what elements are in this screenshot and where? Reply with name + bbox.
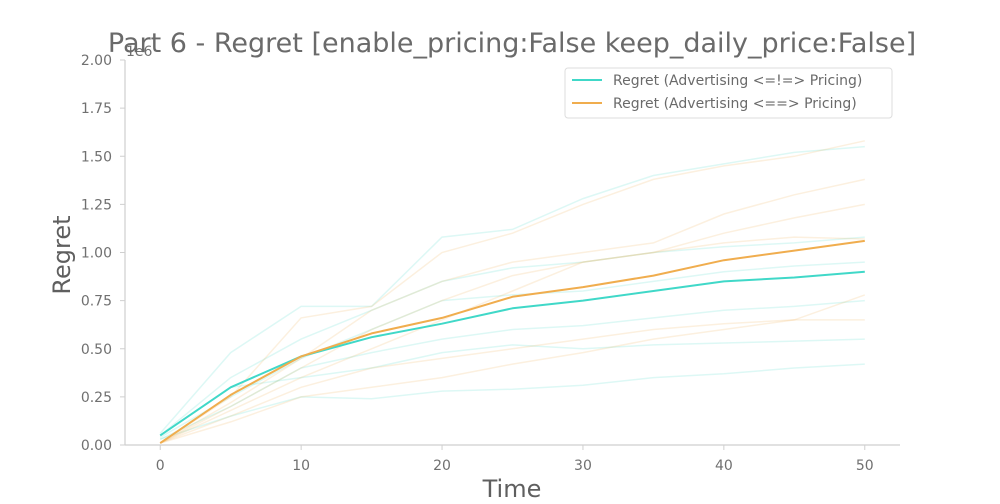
y-tick-label: 1.25	[81, 197, 112, 213]
series-line-1	[159, 239, 865, 444]
x-tick-label: 30	[574, 458, 592, 474]
faint-run-lines	[159, 140, 866, 444]
y-tick-label: 0.75	[81, 294, 112, 310]
x-tick-label: 40	[715, 458, 733, 474]
faint-run-line-3	[159, 299, 865, 440]
x-tick-label: 0	[156, 458, 165, 474]
faint-run-line-6	[159, 140, 865, 444]
x-tick-label: 20	[433, 458, 451, 474]
y-axis-title: Regret	[48, 215, 76, 294]
y-tick-label: 0.50	[81, 342, 112, 358]
y-tick-label: 1.75	[81, 101, 112, 117]
y-tick-label: 1.50	[81, 149, 112, 165]
faint-run-line-5	[159, 338, 865, 437]
faint-run-line-2	[159, 261, 865, 438]
chart-title: Part 6 - Regret [enable_pricing:False ke…	[108, 28, 916, 59]
y-tick-label: 0.25	[81, 390, 112, 406]
y-tick-label: 1.00	[81, 246, 112, 262]
faint-run-line-8	[159, 203, 865, 444]
x-tick-label: 50	[856, 458, 874, 474]
tick-labels: 0 10 20 30 40 50 0.00 0.25 0.50 0.75 1.00 1.25 1.50 1…	[81, 53, 874, 474]
y-scale-label: 1e6	[126, 44, 153, 60]
faint-run-line-0	[159, 145, 865, 434]
faint-run-line-4	[159, 363, 865, 440]
legend: Regret (Advertising <=!=> Pricing) Regre…	[564, 67, 893, 119]
series-line-0	[159, 270, 865, 437]
y-tick-label: 2.00	[81, 53, 112, 69]
legend-box	[564, 67, 893, 119]
legend-label: Regret (Advertising <=!=> Pricing)	[613, 73, 862, 89]
faint-run-line-7	[159, 178, 865, 444]
y-tick-label: 0.00	[81, 438, 112, 454]
faint-run-line-11	[159, 294, 866, 444]
x-axis-title: Time	[482, 475, 542, 500]
faint-run-line-1	[159, 236, 865, 436]
legend-label: Regret (Advertising <==> Pricing)	[613, 96, 857, 112]
x-tick-label: 10	[292, 458, 310, 474]
faint-run-line-10	[159, 319, 865, 444]
mean-series-lines	[159, 239, 865, 444]
faint-run-line-9	[159, 236, 865, 444]
